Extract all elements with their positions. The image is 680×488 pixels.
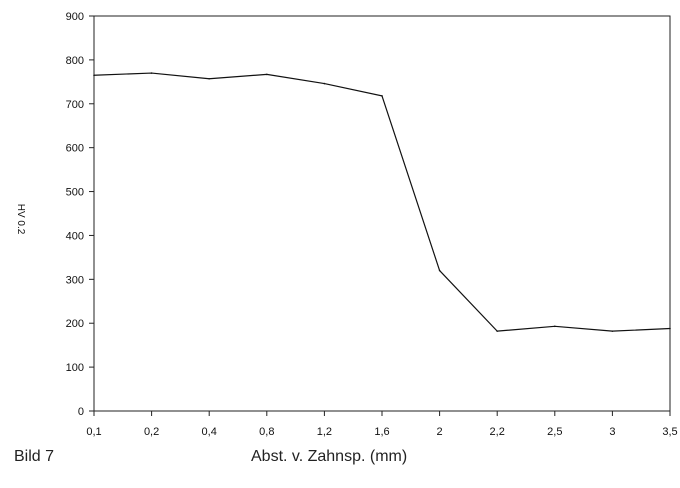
data-point (496, 330, 499, 332)
data-point (438, 269, 441, 272)
y-tick-label: 500 (66, 187, 84, 199)
y-tick-label: 200 (66, 318, 84, 330)
data-point (554, 325, 556, 328)
data-point (611, 330, 614, 332)
x-axis-label: Abst. v. Zahnsp. (mm) (251, 448, 408, 465)
x-tick-label: 1,2 (317, 426, 332, 438)
x-tick-label: 2,5 (547, 426, 562, 438)
data-point (669, 327, 671, 330)
x-tick-label: 0,8 (259, 426, 274, 438)
data-point (381, 95, 383, 97)
y-tick-label: 300 (66, 274, 84, 286)
y-axis-label: HV 0.2 (15, 204, 26, 235)
x-tick-label: 2 (437, 426, 443, 438)
data-point (150, 72, 153, 74)
y-tick-label: 100 (66, 362, 84, 374)
series-group (93, 72, 671, 332)
y-tick-label: 900 (66, 11, 84, 23)
data-point (93, 74, 95, 77)
x-tick-label: 0,2 (144, 426, 159, 438)
y-tick-label: 800 (66, 55, 84, 67)
data-point (323, 82, 326, 85)
x-tick-label: 0,1 (86, 426, 101, 438)
x-axis-ticks: 0,1 0,2 0,4 0,8 1,2 1,6 2 2,2 2,5 3 3,5 (86, 411, 678, 438)
x-tick-label: 3 (609, 426, 615, 438)
y-axis-ticks: 0 100 200 300 400 500 600 700 800 900 (66, 11, 94, 418)
series-line (93, 72, 671, 332)
y-tick-label: 0 (78, 406, 84, 418)
x-tick-label: 0,4 (202, 426, 217, 438)
y-tick-label: 400 (66, 230, 84, 242)
y-tick-label: 700 (66, 99, 84, 111)
x-tick-label: 2,2 (490, 426, 505, 438)
data-point (266, 73, 268, 76)
data-point (208, 77, 210, 80)
y-tick-label: 600 (66, 143, 84, 155)
x-tick-label: 1,6 (374, 426, 389, 438)
plot-area-frame (93, 15, 671, 412)
x-tick-label: 3,5 (662, 426, 677, 438)
figure-label: Bild 7 (14, 448, 55, 465)
